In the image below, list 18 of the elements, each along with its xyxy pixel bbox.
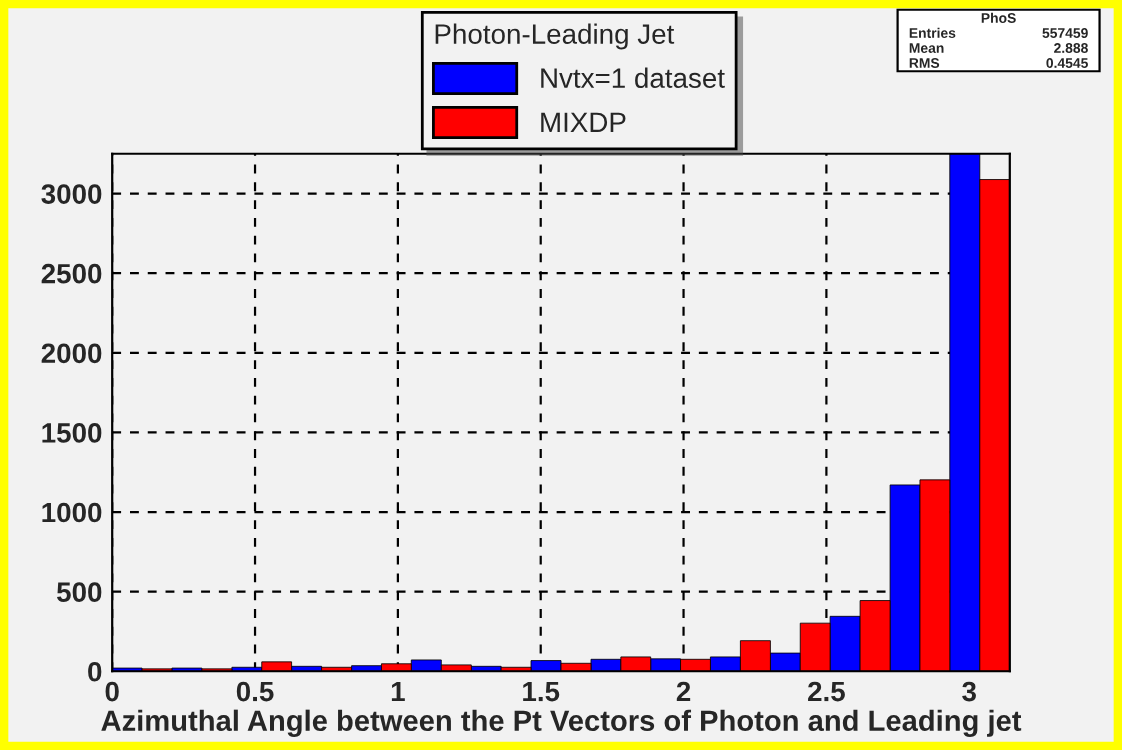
x-tick-label: 1 xyxy=(391,681,405,702)
y-tick-label: 3000 xyxy=(41,184,102,204)
legend-title: Photon-Leading Jet xyxy=(435,23,675,50)
x-tick-label: 0.5 xyxy=(236,681,274,702)
y-tick-label: 1000 xyxy=(42,502,102,523)
y-tick-label: 500 xyxy=(56,582,102,602)
x-tick-label: 1.5 xyxy=(523,681,560,702)
y-tick-label: 1500 xyxy=(42,423,102,443)
x-tick-label: 2 xyxy=(676,681,691,702)
legend-label: MIXDP xyxy=(541,112,626,132)
y-tick-label: 2500 xyxy=(41,263,102,284)
x-axis-title: Azimuthal Angle between the Pt Vectors of Photon and Leading jet xyxy=(101,709,1022,737)
y-tick-label: 0 xyxy=(88,661,102,682)
legend-label: Nvtx=1 dataset xyxy=(541,67,725,88)
x-tick-label: 3 xyxy=(962,681,976,702)
x-tick-label: 2.5 xyxy=(808,681,845,702)
x-tick-label: 0 xyxy=(105,681,119,702)
y-tick-label: 2000 xyxy=(41,343,102,364)
